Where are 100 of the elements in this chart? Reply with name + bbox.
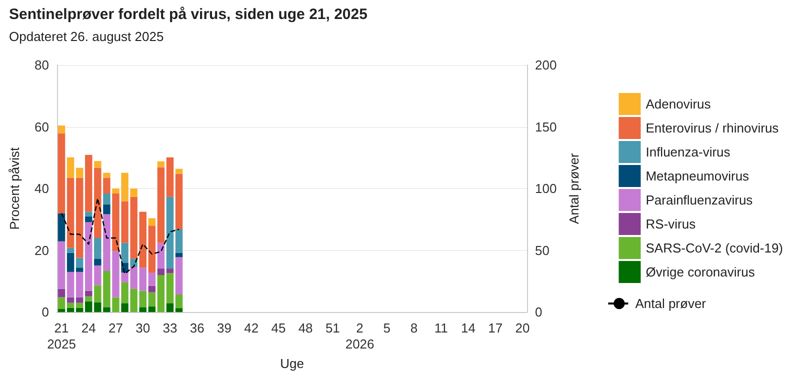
bar	[139, 212, 146, 268]
bar	[85, 290, 92, 296]
y2-tick-label: 200	[535, 58, 557, 72]
x-tick-label: 51	[325, 320, 340, 336]
bar	[175, 294, 183, 308]
chart-subtitle: Opdateret 26. august 2025	[9, 29, 164, 44]
bar	[148, 218, 156, 226]
bar	[121, 303, 128, 312]
bar	[66, 157, 74, 178]
x-tick-label: 8	[410, 320, 418, 336]
bar	[148, 226, 156, 273]
x-tick-label: 27	[108, 320, 123, 336]
x-tick-label: 45	[271, 320, 286, 336]
bar	[148, 286, 156, 292]
bar	[157, 167, 165, 243]
legend-label: Metapneumovirus	[646, 168, 750, 184]
bar	[175, 308, 183, 312]
bar	[58, 288, 66, 298]
bar	[76, 168, 84, 178]
line-series	[60, 198, 180, 274]
legend-label: Influenza-virus	[646, 144, 731, 160]
x-tick-label: 14	[461, 320, 476, 336]
bar	[166, 273, 174, 304]
bar	[66, 308, 74, 312]
legend-label: Enterovirus / rhinovirus	[646, 120, 780, 136]
legend-label: SARS-CoV-2 (covid-19)	[646, 240, 784, 256]
bar	[76, 302, 84, 308]
bar	[58, 241, 66, 289]
x-tick-label: 33	[162, 320, 178, 336]
bar	[166, 196, 174, 269]
legend-label: Øvrige coronavirus	[646, 264, 756, 280]
bar	[157, 268, 165, 276]
legend-label: Antal prøver	[635, 296, 707, 311]
bar	[85, 212, 92, 216]
bar	[103, 172, 110, 178]
x-axis-title: Uge	[280, 356, 304, 371]
bar	[94, 258, 102, 266]
bar	[166, 157, 174, 197]
legend-label: Parainfluenzavirus	[646, 192, 754, 208]
bar	[76, 268, 84, 272]
x-tick-label: 2 2026	[345, 320, 374, 352]
x-tick-label: 11	[434, 320, 448, 336]
bar	[175, 174, 183, 230]
bar	[58, 297, 66, 310]
x-tick-label: 24	[81, 320, 96, 336]
bar	[157, 161, 165, 168]
bar	[76, 272, 84, 298]
bar	[148, 306, 156, 312]
bar	[175, 252, 183, 258]
x-tick-label: 21 2025	[47, 320, 76, 352]
bar	[157, 242, 165, 269]
bar	[58, 213, 66, 242]
bar	[76, 297, 84, 303]
x-tick-label: 48	[298, 320, 313, 336]
bar	[175, 257, 183, 294]
legend-label: RS-virus	[646, 216, 696, 232]
x-tick-label: 20	[515, 320, 530, 336]
bar	[58, 309, 66, 312]
bar	[94, 161, 102, 168]
x-tick-label: 5	[383, 320, 391, 336]
bar	[175, 229, 183, 253]
y2-tick-label: 0	[535, 304, 542, 320]
bar	[66, 302, 74, 308]
bar	[157, 275, 165, 312]
bar	[148, 292, 156, 307]
bar	[58, 126, 66, 134]
x-tick-label: 39	[216, 320, 232, 336]
x-tick-label: 36	[190, 320, 204, 336]
bar	[166, 268, 174, 274]
y2-tick-label: 50	[535, 242, 550, 258]
bar	[148, 272, 156, 286]
bar	[66, 272, 74, 298]
x-tick-label: 17	[488, 320, 503, 336]
y-tick-label: 0	[42, 304, 49, 320]
x-tick-label: 42	[244, 320, 259, 336]
y2-tick-label: 100	[535, 181, 557, 196]
bar	[76, 178, 84, 258]
y-tick-label: 80	[34, 58, 49, 72]
bar	[76, 308, 84, 312]
y-tick-label: 20	[34, 242, 49, 258]
bar	[66, 297, 74, 303]
y2-tick-label: 150	[535, 119, 557, 134]
bar	[66, 248, 74, 253]
bar	[139, 268, 146, 291]
chart-title: Sentinelprøver fordelt på virus, siden uge 21, 2025	[9, 6, 368, 23]
y-tick-label: 60	[34, 119, 49, 134]
bar	[66, 178, 74, 248]
bar	[76, 258, 84, 268]
bar	[139, 290, 146, 308]
bar	[94, 238, 102, 259]
bar	[139, 307, 146, 312]
bar	[103, 204, 110, 214]
y2-axis-title: Antal prøver	[566, 152, 582, 224]
bar	[66, 252, 74, 272]
y-tick-label: 40	[34, 181, 49, 196]
bar	[103, 193, 110, 204]
bar	[85, 216, 92, 222]
bar	[166, 303, 174, 312]
bar	[58, 133, 66, 214]
x-tick-label: 30	[136, 320, 150, 336]
